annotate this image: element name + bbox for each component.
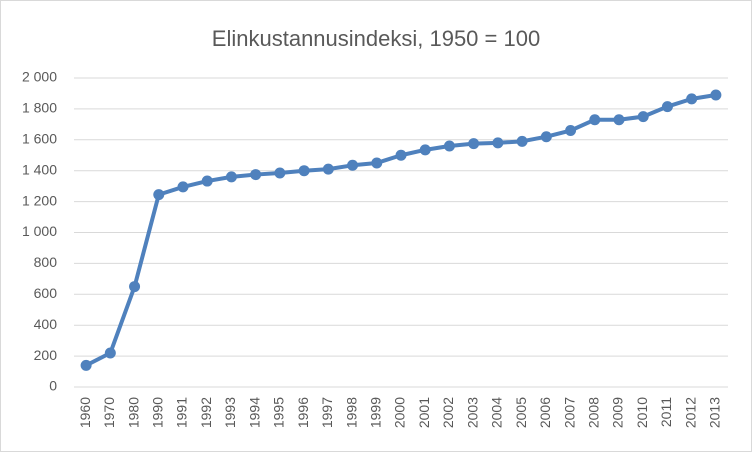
y-tick-label: 1 600 [22, 131, 57, 147]
x-tick-label: 1980 [125, 397, 141, 428]
x-tick-label: 1960 [77, 397, 93, 428]
x-tick-label: 2008 [585, 397, 601, 428]
x-tick-label: 1995 [271, 397, 287, 428]
data-point [322, 163, 334, 175]
data-point [129, 281, 141, 293]
data-point [347, 159, 359, 171]
x-tick-label: 2007 [561, 397, 577, 428]
x-tick-label: 2011 [658, 397, 674, 427]
data-point [395, 149, 407, 161]
data-point [540, 131, 552, 143]
data-point [637, 111, 649, 123]
data-point [443, 140, 455, 152]
data-point [589, 114, 601, 126]
y-tick-label: 0 [49, 378, 57, 394]
data-point [468, 138, 480, 150]
x-tick-label: 2004 [489, 397, 505, 428]
data-point [419, 144, 431, 156]
x-tick-label: 1991 [174, 397, 190, 428]
data-point [104, 347, 116, 359]
y-tick-label: 1 800 [22, 100, 57, 116]
x-tick-label: 2003 [464, 397, 480, 428]
x-tick-label: 1996 [295, 397, 311, 428]
data-point [250, 169, 262, 181]
data-point [201, 175, 213, 187]
y-tick-label: 800 [34, 254, 58, 270]
data-point [80, 359, 92, 371]
x-tick-label: 2009 [610, 397, 626, 428]
x-tick-label: 1999 [367, 397, 383, 428]
y-tick-label: 600 [34, 285, 58, 301]
y-tick-label: 1 200 [22, 192, 57, 208]
data-point [153, 189, 165, 201]
x-tick-label: 1990 [149, 397, 165, 428]
x-tick-label: 2001 [416, 397, 432, 428]
x-tick-label: 2005 [513, 397, 529, 428]
data-point [371, 157, 383, 169]
y-tick-label: 1 000 [22, 223, 57, 239]
x-tick-label: 2010 [634, 397, 650, 428]
x-tick-label: 2006 [537, 397, 553, 428]
x-tick-label: 1997 [319, 397, 335, 428]
x-tick-label: 1970 [101, 397, 117, 428]
data-point [686, 93, 698, 105]
data-point [613, 114, 625, 126]
y-tick-label: 1 400 [22, 161, 57, 177]
data-point [225, 171, 237, 183]
data-point [492, 137, 504, 149]
y-tick-label: 400 [34, 316, 58, 332]
data-point [274, 167, 286, 179]
x-tick-label: 1994 [246, 397, 262, 428]
data-point [177, 181, 189, 193]
x-tick-label: 2013 [707, 397, 723, 428]
x-tick-label: 1998 [343, 397, 359, 428]
y-tick-label: 200 [34, 347, 58, 363]
x-tick-label: 2000 [392, 397, 408, 428]
data-point [661, 101, 673, 113]
x-tick-label: 1993 [222, 397, 238, 428]
y-tick-label: 2 000 [22, 69, 57, 85]
data-point [565, 125, 577, 137]
data-point [710, 89, 722, 101]
x-tick-label: 2012 [682, 397, 698, 428]
data-point [516, 135, 528, 147]
x-tick-label: 1992 [198, 397, 214, 428]
data-point [298, 165, 310, 177]
x-tick-label: 2002 [440, 397, 456, 428]
chart-title: Elinkustannusindeksi, 1950 = 100 [212, 26, 540, 51]
